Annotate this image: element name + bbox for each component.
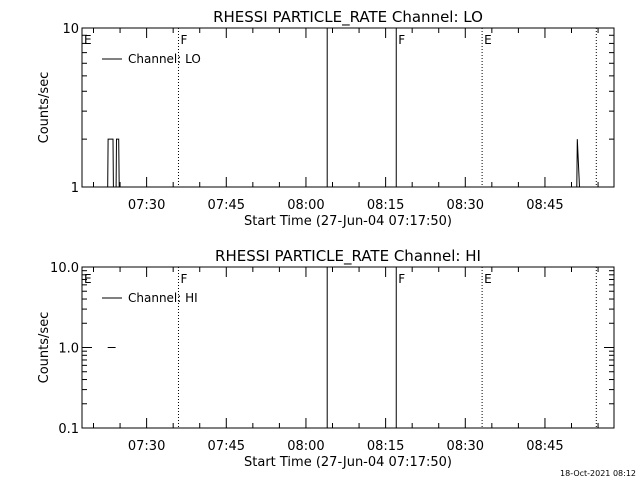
chart-0-y-axis-label: Counts/sec [37, 72, 52, 144]
chart-1-y-tick-label: 0.1 [58, 422, 79, 437]
chart-0-x-tick-label: 07:30 [128, 198, 165, 213]
date-stamp: 18-Oct-2021 08:12 [560, 469, 636, 478]
chart-1-x-tick-label: 07:45 [208, 439, 245, 454]
chart-1-x-tick-label: 08:00 [287, 439, 324, 454]
chart-0-y-tick-label: 10 [62, 22, 79, 37]
chart-1-y-tick-label: 10.0 [50, 261, 79, 276]
chart-0-x-tick-label: 08:15 [367, 198, 404, 213]
chart-0-series-line [107, 138, 580, 188]
chart-1-x-tick-label: 08:45 [526, 439, 563, 454]
chart-1-legend-entry: Channel: HI [128, 291, 198, 305]
chart-1-y-tick-label: 1.0 [58, 342, 79, 357]
chart-0-event-marker-label: E [484, 33, 492, 47]
chart-0-x-tick-label: 07:45 [208, 198, 245, 213]
chart-panel-hi: RHESSI PARTICLE_RATE Channel: HI Start Ti… [37, 247, 615, 470]
chart-1-event-marker-label: F [398, 272, 405, 286]
chart-1-x-tick-label: 08:15 [367, 439, 404, 454]
chart-0-x-tick-label: 08:00 [287, 198, 324, 213]
chart-1-x-tick-label: 07:30 [128, 439, 165, 454]
chart-1-x-tick-label: 08:30 [447, 439, 484, 454]
chart-0-x-tick-label: 08:30 [447, 198, 484, 213]
chart-1-title: RHESSI PARTICLE_RATE Channel: HI [215, 247, 481, 266]
chart-1-x-axis-label: Start Time (27-Jun-04 07:17:50) [244, 455, 452, 470]
chart-1-y-axis-label: Counts/sec [37, 312, 52, 384]
chart-0-x-axis-label: Start Time (27-Jun-04 07:17:50) [244, 214, 452, 229]
chart-1-event-marker-label: E [484, 272, 492, 286]
chart-0-event-marker-label: F [180, 33, 187, 47]
chart-0-event-marker-label: F [398, 33, 405, 47]
chart-0-title: RHESSI PARTICLE_RATE Channel: LO [213, 8, 483, 27]
chart-0-event-marker-label: E [84, 33, 92, 47]
chart-panel-lo: RHESSI PARTICLE_RATE Channel: LO Start Ti… [37, 8, 615, 229]
chart-0-y-tick-label: 1 [71, 181, 79, 196]
chart-1-event-marker-label: F [180, 272, 187, 286]
chart-0-x-tick-label: 08:45 [526, 198, 563, 213]
chart-0-legend-entry: Channel: LO [128, 52, 201, 66]
chart-1-event-marker-label: E [84, 272, 92, 286]
